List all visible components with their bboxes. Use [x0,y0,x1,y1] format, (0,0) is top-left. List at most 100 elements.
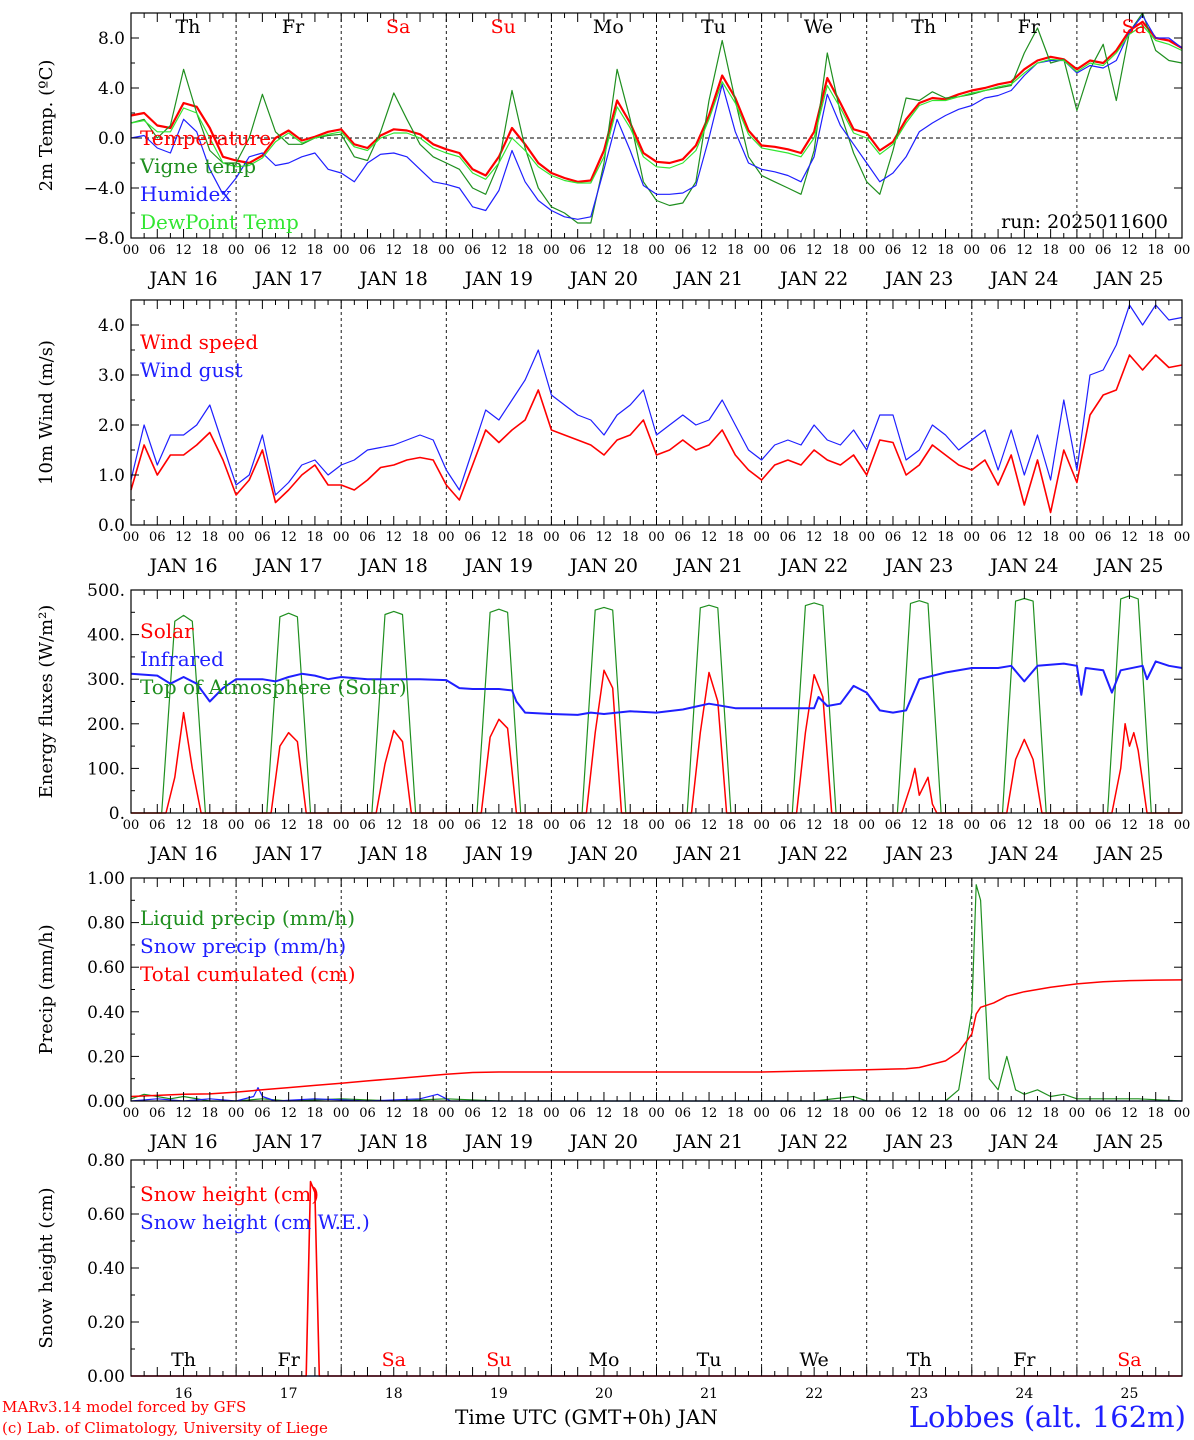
date-label: JAN 24 [988,1131,1058,1153]
date-label: JAN 21 [673,843,743,865]
hour-tick-label: 12 [280,1106,297,1121]
hour-tick-label: 00 [858,818,875,833]
weekday-label: Sa [386,16,410,38]
hour-tick-label: 00 [1174,530,1191,545]
date-label: JAN 19 [463,268,533,290]
hour-tick-label: 06 [1095,818,1112,833]
weekday-label: Sa [1117,1349,1141,1371]
hour-tick-label: 18 [202,818,219,833]
hour-tick-label: 00 [438,818,455,833]
hour-tick-label: 00 [438,243,455,258]
hour-tick-label: 06 [1095,530,1112,545]
date-label: JAN 23 [883,1131,953,1153]
hour-tick-label: 18 [307,818,324,833]
hour-tick-label: 12 [280,530,297,545]
hour-tick-label: 12 [596,243,613,258]
weekday-label: Fr [278,1349,301,1371]
hour-tick-label: 12 [491,818,508,833]
hour-tick-label: 06 [359,1106,376,1121]
hour-tick-label: 00 [123,530,140,545]
hour-tick-label: 18 [832,243,849,258]
legend-entry: Wind speed [140,330,258,354]
y-tick-label: 200. [87,715,125,735]
hour-tick-label: 18 [1147,530,1164,545]
hour-tick-label: 06 [464,243,481,258]
y-axis-title: Snow height (cm) [36,1187,57,1348]
hour-tick-label: 18 [1042,818,1059,833]
hour-tick-label: 18 [307,243,324,258]
hour-tick-label: 18 [937,530,954,545]
hour-tick-label: 06 [675,818,692,833]
date-label: JAN 17 [253,843,323,865]
hour-tick-label: 12 [596,1106,613,1121]
hour-tick-label: 12 [701,243,718,258]
hour-tick-label: 06 [254,818,271,833]
date-label: JAN 16 [147,268,217,290]
hour-tick-label: 18 [622,818,639,833]
hour-tick-label: 00 [543,530,560,545]
hour-tick-label: 12 [1121,243,1138,258]
y-tick-label: 2.0 [98,416,125,436]
hour-tick-label: 06 [885,818,902,833]
hour-tick-label: 06 [885,530,902,545]
hour-tick-label: 06 [990,1106,1007,1121]
date-label: JAN 17 [253,1131,323,1153]
hour-tick-label: 00 [753,530,770,545]
series-dewpoint-temp [130,24,1183,184]
hour-tick-label: 00 [964,530,981,545]
hour-tick-label: 00 [123,1106,140,1121]
day-number-label: 21 [700,1386,718,1402]
hour-tick-label: 00 [438,530,455,545]
hour-tick-label: 18 [307,1106,324,1121]
hour-tick-label: 00 [333,530,350,545]
hour-tick-label: 12 [806,243,823,258]
hour-tick-label: 12 [596,530,613,545]
legend-entry: DewPoint Temp [140,210,299,234]
hour-tick-label: 06 [780,818,797,833]
date-label: JAN 17 [253,268,323,290]
date-label: JAN 17 [253,555,323,577]
hour-tick-label: 00 [1069,1106,1086,1121]
y-tick-label: 0.0 [98,516,125,536]
y-tick-label: 4.0 [98,79,125,99]
legend-entry: Infrared [140,647,224,671]
date-label: JAN 18 [358,843,428,865]
hour-tick-label: 18 [622,1106,639,1121]
hour-tick-label: 12 [175,243,192,258]
hour-tick-label: 18 [202,530,219,545]
y-tick-label: 1.00 [87,869,125,889]
day-number-label: 24 [1015,1386,1033,1402]
hour-tick-label: 00 [753,818,770,833]
hour-tick-label: 12 [385,818,402,833]
date-label: JAN 25 [1093,268,1163,290]
hour-tick-label: 06 [885,1106,902,1121]
hour-tick-label: 06 [149,1106,166,1121]
y-tick-label: 0. [109,804,125,824]
hour-tick-label: 00 [543,1106,560,1121]
hour-tick-label: 06 [464,1106,481,1121]
hour-tick-label: 12 [1121,530,1138,545]
hour-tick-label: 18 [1042,530,1059,545]
plot-frame [130,12,1183,239]
series-wind-speed [130,354,1183,514]
hour-tick-label: 00 [228,1106,245,1121]
hour-tick-label: 18 [412,818,429,833]
date-label: JAN 20 [568,1131,638,1153]
hour-tick-label: 18 [727,818,744,833]
legend-entry: Vigne temp [139,154,256,178]
weekday-label: We [804,16,833,38]
series-solar [131,669,1182,814]
day-number-label: 20 [595,1386,613,1402]
hour-tick-label: 18 [622,530,639,545]
hour-tick-label: 12 [701,530,718,545]
hour-tick-label: 06 [254,243,271,258]
y-tick-label: 1.0 [98,466,125,486]
hour-tick-label: 06 [569,1106,586,1121]
hour-tick-label: 00 [1174,243,1191,258]
hour-tick-label: 12 [385,1106,402,1121]
hour-tick-label: 06 [780,1106,797,1121]
hour-tick-label: 12 [911,1106,928,1121]
date-label: JAN 16 [147,555,217,577]
legend-entry: Liquid precip (mm/h) [140,906,355,930]
hour-tick-label: 18 [307,530,324,545]
